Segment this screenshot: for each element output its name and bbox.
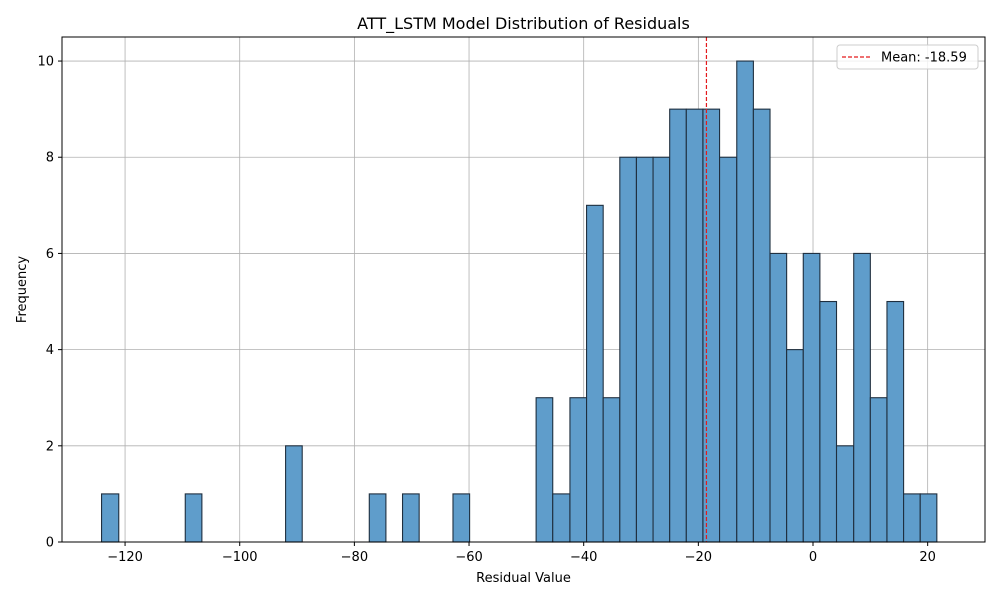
histogram-bar bbox=[919, 493, 938, 543]
y-tick-label: 10 bbox=[37, 55, 54, 70]
histogram-bar bbox=[401, 493, 420, 543]
y-tick-label: 8 bbox=[46, 151, 54, 166]
histogram-bar bbox=[752, 108, 771, 543]
y-axis-title: Frequency bbox=[15, 256, 30, 323]
histogram-bar bbox=[736, 60, 754, 543]
histogram-bar bbox=[635, 156, 654, 543]
histogram-bar bbox=[719, 156, 738, 543]
plot-frame bbox=[61, 36, 986, 543]
histogram-bar bbox=[685, 108, 704, 543]
y-tick-label: 6 bbox=[46, 247, 54, 262]
histogram-bar bbox=[619, 156, 637, 543]
histogram-bar bbox=[285, 445, 303, 543]
histogram-bar bbox=[184, 493, 203, 543]
y-tick-label: 0 bbox=[46, 536, 54, 551]
x-tick-label: 20 bbox=[919, 550, 936, 565]
histogram-bars bbox=[101, 60, 938, 543]
histogram-bar bbox=[819, 300, 838, 543]
histogram-bar bbox=[835, 445, 855, 543]
legend-box bbox=[836, 44, 979, 70]
histogram-bar bbox=[602, 397, 621, 543]
chart-title: ATT_LSTM Model Distribution of Residuals bbox=[357, 14, 690, 34]
y-tick-label: 4 bbox=[46, 343, 54, 358]
histogram-bar bbox=[101, 493, 120, 543]
histogram-bar bbox=[786, 349, 804, 543]
x-tick-label: −80 bbox=[341, 550, 368, 565]
x-tick-label: −40 bbox=[570, 550, 597, 565]
histogram-bar bbox=[552, 493, 571, 543]
histogram-bar bbox=[368, 493, 387, 543]
histogram-bar bbox=[586, 204, 604, 543]
x-axis-title: Residual Value bbox=[476, 571, 571, 586]
histogram-bar bbox=[886, 300, 905, 543]
legend: Mean: -18.59 bbox=[836, 44, 979, 70]
x-tick-label: −120 bbox=[107, 550, 143, 565]
histogram-bar bbox=[569, 397, 588, 543]
x-tick-label: −60 bbox=[455, 550, 482, 565]
histogram-bar bbox=[869, 397, 888, 543]
legend-mean-label: Mean: -18.59 bbox=[881, 51, 967, 66]
x-tick-label: −100 bbox=[222, 550, 258, 565]
x-tick-label: 0 bbox=[809, 550, 817, 565]
x-tick-label: −20 bbox=[685, 550, 712, 565]
y-tick-label: 2 bbox=[46, 439, 54, 454]
histogram-bar bbox=[535, 397, 554, 543]
histogram-bar bbox=[769, 252, 788, 543]
histogram-bar bbox=[903, 493, 921, 543]
histogram-bar bbox=[452, 493, 471, 543]
histogram-bar bbox=[853, 252, 871, 543]
histogram-bar bbox=[802, 252, 821, 543]
axis-ticks: −120 −100 −80 −60 −40 −20 0 20 0 2 4 6 8 10 bbox=[37, 55, 935, 565]
histogram-bar bbox=[702, 108, 721, 543]
histogram-bar bbox=[652, 156, 671, 543]
histogram-bar bbox=[669, 108, 687, 543]
